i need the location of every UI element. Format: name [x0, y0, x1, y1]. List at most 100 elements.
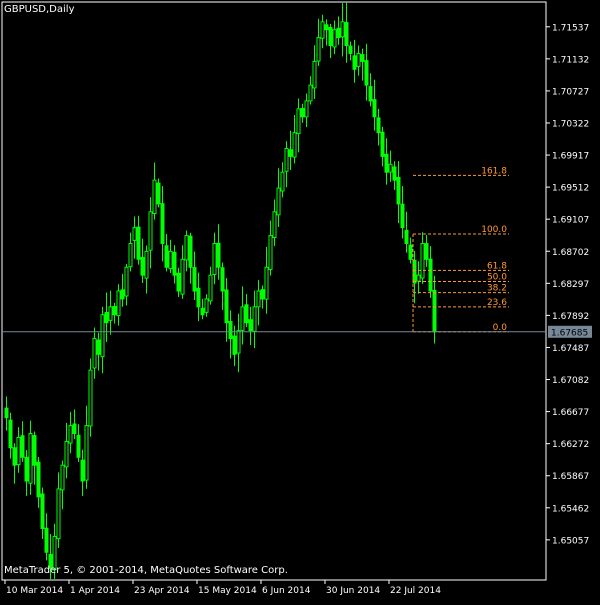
candle [60, 460, 65, 510]
price-tick-label: 1.67082 [552, 376, 589, 386]
candle [332, 20, 337, 55]
candle-body [124, 266, 129, 297]
candle [108, 290, 113, 335]
price-tick-label: 1.71132 [552, 55, 589, 65]
candle-body [100, 314, 105, 358]
copyright-text: MetaTrader 5, © 2001-2014, MetaQuotes So… [4, 565, 288, 576]
candle [196, 272, 201, 322]
candle [288, 130, 293, 171]
candle-body [376, 117, 381, 134]
candle-body [88, 369, 93, 427]
candle [180, 245, 185, 299]
candle-body [360, 54, 365, 62]
candle-body [288, 149, 293, 157]
candle-body [372, 99, 377, 118]
candle [44, 513, 49, 561]
candle-body [428, 258, 433, 292]
current-price-badge [548, 325, 592, 338]
candle-body [264, 266, 269, 300]
candle [204, 294, 209, 317]
candle-body [172, 251, 177, 276]
candle-body [260, 289, 265, 300]
fibonacci-retracement[interactable]: 161.8 100.0 61.850.0 38.2 23.6 0.0 [412, 166, 509, 333]
candle-body [328, 26, 333, 47]
candle [232, 325, 237, 367]
candle-body [336, 27, 341, 39]
candle [304, 93, 309, 128]
candle-body [408, 244, 413, 260]
candle-body [204, 298, 209, 313]
candle [280, 162, 285, 198]
candle [224, 278, 229, 342]
candle [132, 216, 137, 259]
candle [92, 327, 97, 379]
candle-body [392, 166, 397, 181]
candle-body [56, 488, 61, 540]
candle [240, 286, 245, 345]
candle-body [52, 535, 57, 571]
candle [40, 487, 45, 540]
candle-body [144, 250, 149, 279]
candle-body [32, 435, 37, 466]
candle-body [176, 272, 181, 292]
candle [120, 273, 125, 307]
candle-body [152, 179, 157, 215]
candle [184, 230, 189, 272]
candle-body [424, 243, 429, 260]
candle [248, 306, 253, 346]
candle [308, 76, 313, 105]
date-tick-label: 10 Mar 2014 [6, 586, 63, 596]
candle-body [284, 147, 289, 172]
candle [208, 266, 213, 305]
candle-body [320, 21, 325, 39]
candle [32, 431, 37, 485]
candle [360, 48, 365, 81]
candle [352, 40, 357, 83]
candle-body [104, 311, 109, 324]
candle-body [304, 100, 309, 118]
candle-body [244, 304, 249, 324]
candle [200, 298, 205, 320]
fib-level-label: 100.0 [481, 225, 507, 235]
candle [88, 358, 93, 437]
candle-body [200, 307, 205, 316]
candle [152, 162, 157, 220]
candle-body [236, 330, 241, 354]
candle [164, 233, 169, 272]
date-tick-label: 22 Jul 2014 [390, 586, 441, 596]
candle-body [228, 321, 233, 340]
candle [344, 2, 349, 63]
candle [396, 161, 401, 224]
price-tick-label: 1.68702 [552, 248, 589, 258]
candle-body [252, 306, 257, 332]
price-tick-label: 1.71537 [552, 23, 589, 33]
candle [284, 141, 289, 188]
candle-body [348, 45, 353, 54]
symbol-label: GBPUSD,Daily [4, 4, 75, 15]
candle [388, 150, 393, 182]
candle-body [300, 107, 305, 118]
candle [76, 424, 81, 463]
candle-body [80, 459, 85, 482]
candle-body [164, 245, 169, 268]
candle-body [184, 235, 189, 261]
candle-body [168, 250, 173, 270]
fib-level-label: 161.8 [481, 166, 507, 176]
candle [212, 232, 217, 285]
candle [300, 103, 305, 123]
candle [72, 409, 77, 440]
candle [64, 422, 69, 479]
candle [216, 224, 221, 280]
candle [24, 450, 29, 496]
candle [400, 186, 405, 239]
date-tick-label: 1 Apr 2014 [70, 586, 120, 596]
candle-body [296, 108, 301, 135]
candle [80, 449, 85, 497]
candle [368, 73, 373, 107]
candle-body [268, 235, 273, 270]
candle-body [96, 339, 101, 355]
candle-body [92, 338, 97, 369]
candle-body [192, 267, 197, 292]
